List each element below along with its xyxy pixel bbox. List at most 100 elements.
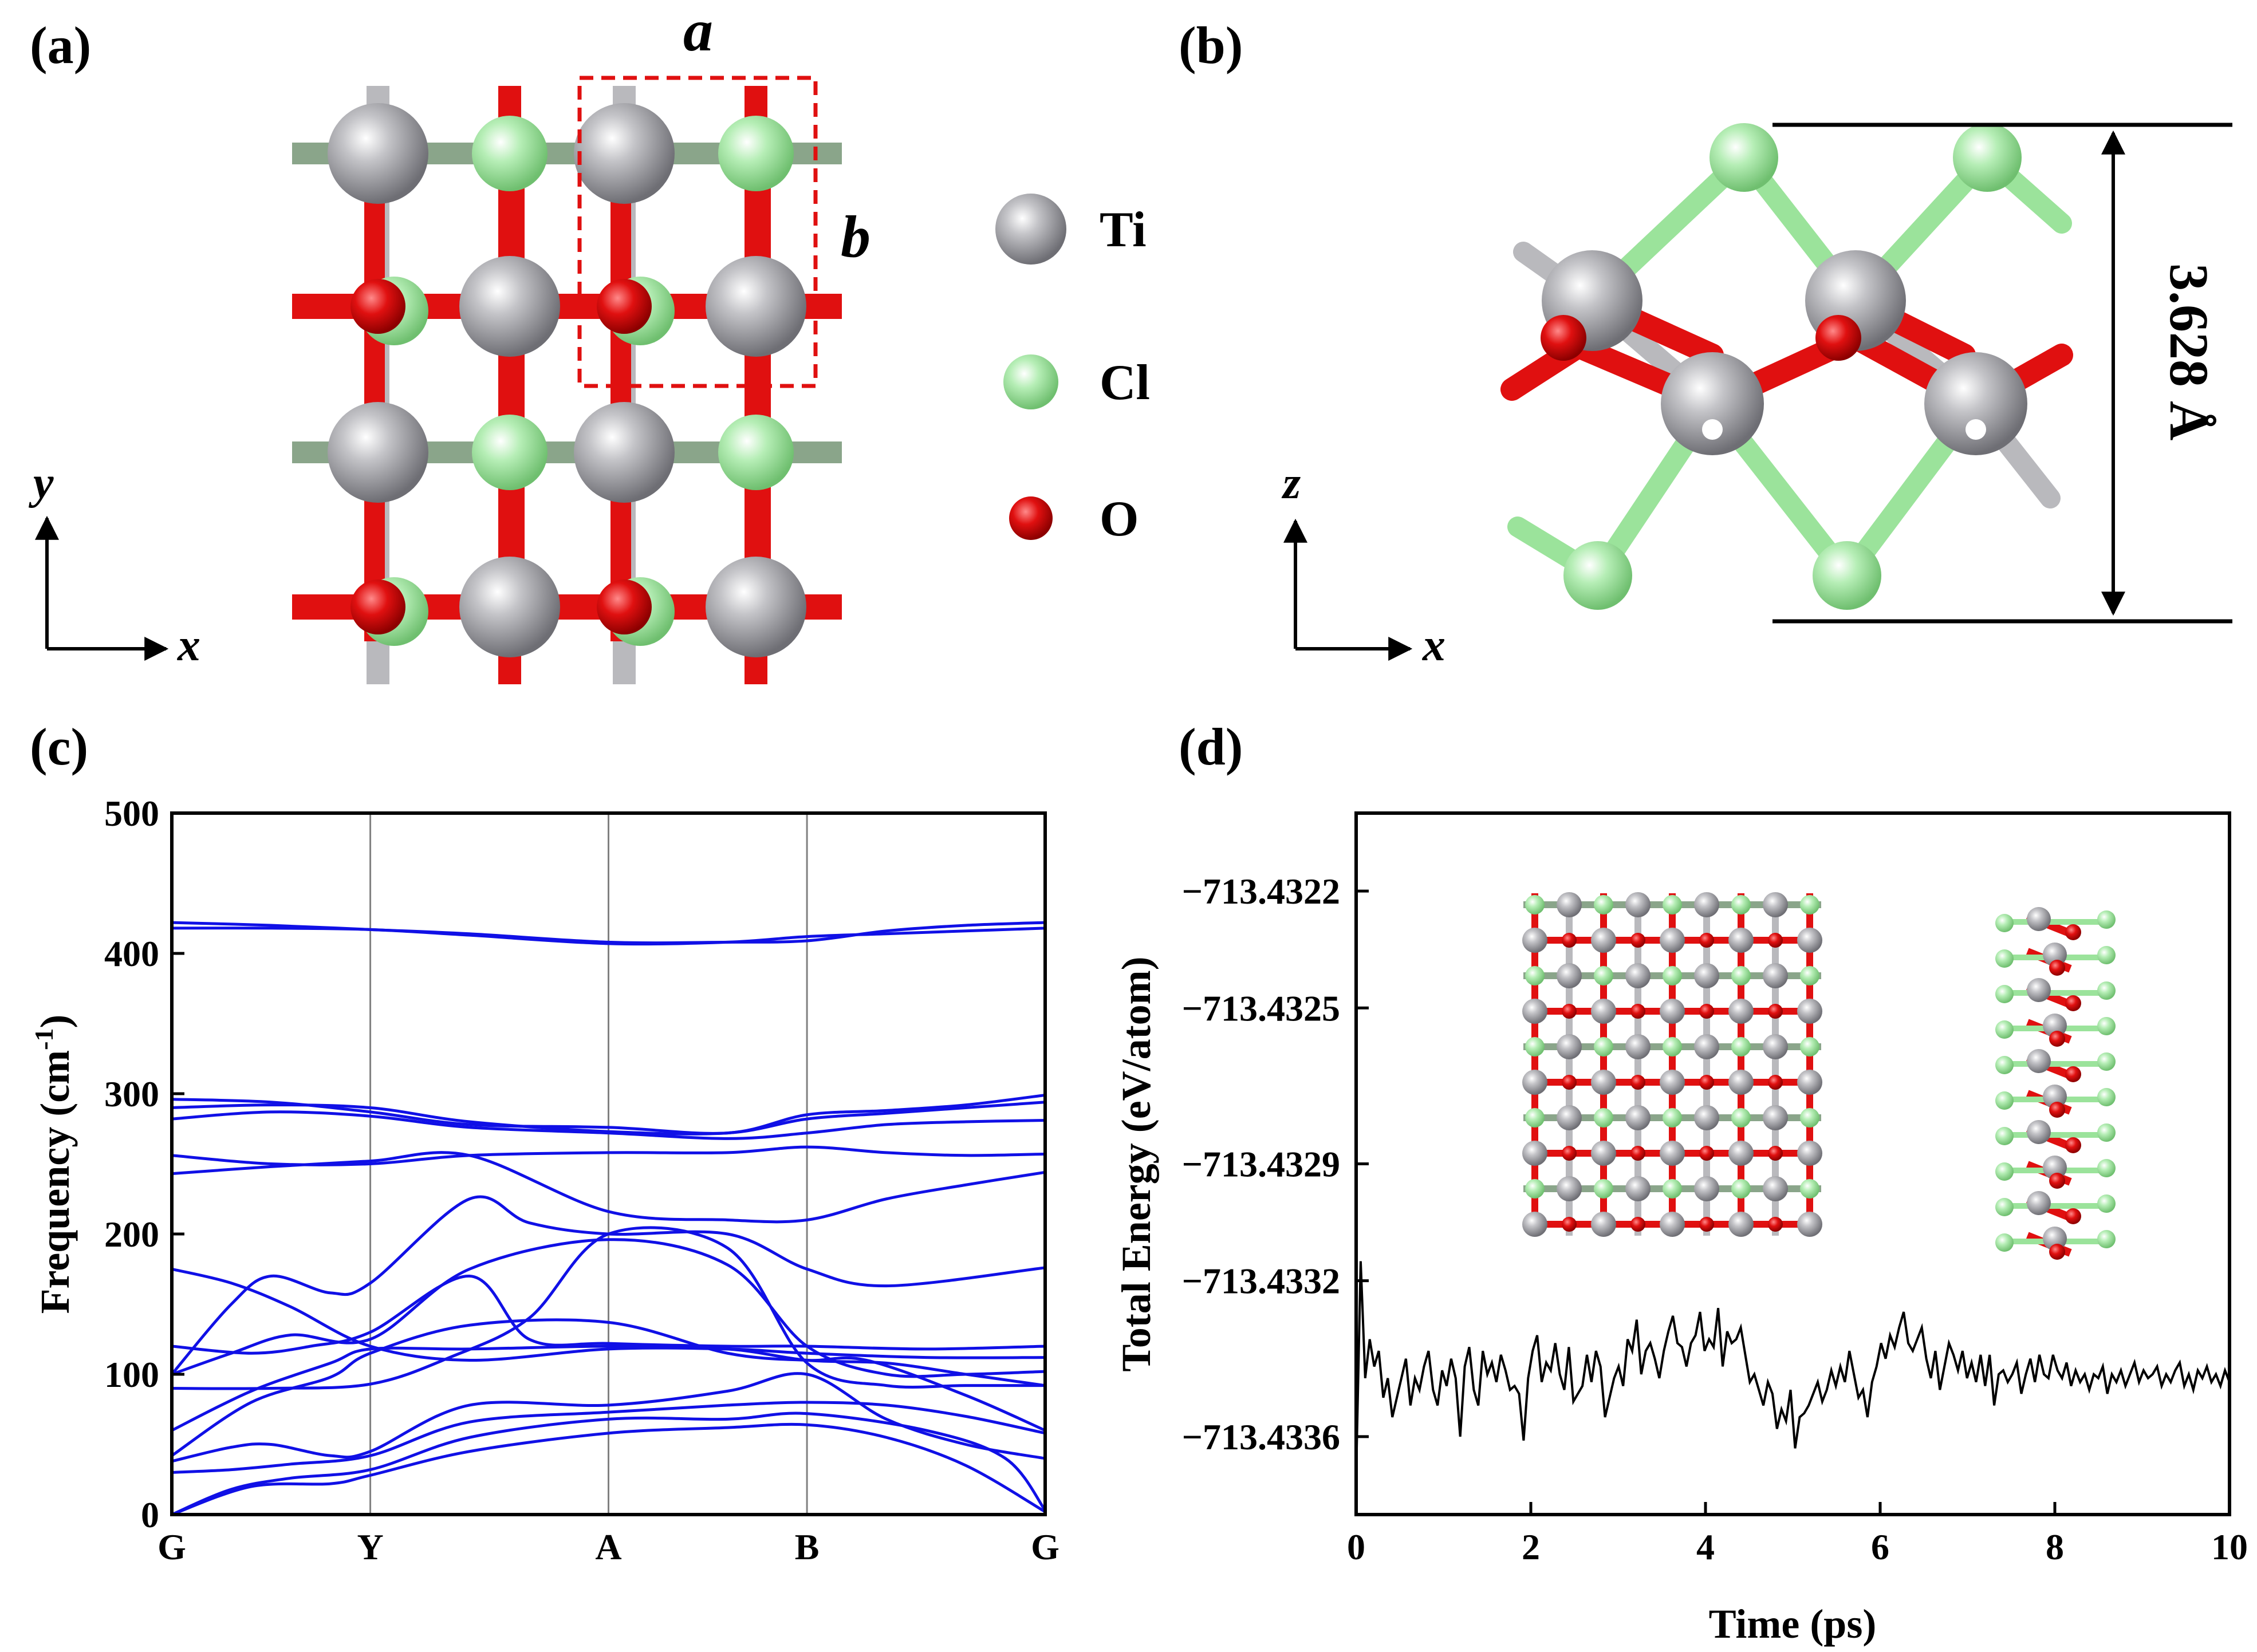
kpoint-label: G (157, 1527, 186, 1567)
axis-y-label: y (28, 458, 54, 508)
y-tick-label: 400 (104, 933, 159, 974)
inset-atom-o (1562, 1075, 1577, 1090)
inset-atom-ti (1797, 1141, 1822, 1166)
x-tick-label-d: 4 (1696, 1527, 1715, 1567)
panel-a-label: (a) (30, 16, 91, 74)
inset-atom-cl (1525, 1179, 1545, 1198)
inset-atom-o (2065, 1066, 2081, 1082)
inset-atom-ti (1660, 1070, 1685, 1095)
atom-ti (459, 256, 560, 357)
inset-atom-ti (1728, 1070, 1754, 1095)
inset-atom-o (1699, 1075, 1714, 1090)
inset-atom-cl (1663, 1108, 1682, 1127)
inset-atom-cl (1800, 1179, 1819, 1198)
inset-atom-ti (2027, 978, 2051, 1002)
inset-atom-cl (1663, 1037, 1682, 1056)
inset-atom-ti (1591, 1070, 1616, 1095)
thickness-label: 3.628 Å (2158, 263, 2220, 440)
inset-atom-ti (2043, 1156, 2067, 1180)
inset-atom-cl (1800, 966, 1819, 985)
y-axis-title-d: Total Energy (eV/atom) (1113, 956, 1159, 1371)
side-view-structure (1500, 123, 2073, 610)
inset-atom-cl (1995, 985, 2014, 1003)
phonon-band-b9 (172, 1274, 1045, 1355)
inset-atom-ti (1694, 963, 1719, 988)
inset-atom-cl (1995, 1233, 2014, 1252)
inset-atom-ti (1591, 999, 1616, 1024)
inset-atom-o (2049, 1244, 2065, 1260)
inset-atom-ti (2043, 1227, 2067, 1251)
atom-ti (1661, 352, 1764, 455)
inset-atom-o (1699, 1004, 1714, 1019)
kpoint-label: A (595, 1527, 621, 1567)
inset-atom-ti (1797, 1212, 1822, 1237)
x-axis-title-d: Time (ps) (1709, 1601, 1877, 1647)
y-axis-title: Frequency (cm-1) (29, 1015, 78, 1314)
y-axis-title-main: Frequency (cm (32, 1050, 78, 1314)
inset-atom-cl (2097, 1230, 2116, 1248)
inset-atom-ti (1557, 1034, 1582, 1059)
inset-atom-ti (1694, 1034, 1719, 1059)
inset-atom-cl (1731, 1179, 1751, 1198)
panel-b-label: (b) (1179, 16, 1243, 74)
axis-z-label: z (1281, 458, 1301, 508)
phonon-band-b16 (172, 1093, 1045, 1135)
inset-atom-cl (1525, 966, 1545, 985)
atom-o (597, 579, 652, 634)
inset-atom-o (1768, 1004, 1783, 1019)
inset-atom-ti (1728, 1212, 1754, 1237)
inset-atom-o (2049, 960, 2065, 976)
inset-atom-o (1768, 1075, 1783, 1090)
inset-atom-ti (1763, 1034, 1788, 1059)
inset-atom-ti (1557, 1105, 1582, 1130)
md-snapshot-insets (1522, 892, 2116, 1260)
inset-top-view (1522, 892, 1822, 1237)
inset-atom-cl (1731, 895, 1751, 914)
inset-atom-o (1630, 1146, 1645, 1161)
atom-cl (1953, 123, 2022, 192)
energy-trace (1356, 1261, 2230, 1476)
atom-cl (472, 415, 547, 490)
legend-cl-sphere (1003, 354, 1058, 409)
inset-atom-o (1562, 933, 1577, 948)
inset-atom-cl (1525, 895, 1545, 914)
atom-ti (574, 402, 675, 503)
y-tick-label-d: −713.4336 (1182, 1417, 1340, 1457)
inset-atom-ti (2043, 1014, 2067, 1038)
inset-atom-cl (1594, 895, 1613, 914)
phonon-band-b5 (172, 1318, 1045, 1457)
panel-c: (c) 0 100 200 300 400 500 G Y A B G Frequency (cm-… (29, 717, 1059, 1567)
legend-ti-sphere (995, 194, 1066, 265)
inset-atom-ti (1591, 1141, 1616, 1166)
atom-cl (718, 116, 794, 191)
inset-atom-cl (1800, 1037, 1819, 1056)
inset-atom-o (1630, 1217, 1645, 1232)
panel-d: (d) −713.4322 −713.4325 −713.4329 −713.4332… (1113, 717, 2248, 1647)
inset-atom-ti (2043, 943, 2067, 967)
inset-atom-ti (1557, 963, 1582, 988)
inset-atom-cl (1800, 1108, 1819, 1127)
phonon-band-b10 (172, 1267, 1045, 1362)
atom-cl (472, 116, 547, 191)
y-axis-title-sup: -1 (29, 1028, 58, 1050)
inset-atom-cl (1995, 1127, 2014, 1145)
inset-atom-cl (2097, 1159, 2116, 1177)
atom-ti (706, 557, 806, 657)
atom-o (1541, 315, 1586, 361)
atom-cl (1813, 541, 1881, 610)
inset-atom-ti (1625, 963, 1651, 988)
inset-atom-ti (1797, 1070, 1822, 1095)
phonon-band-b2 (172, 1412, 1045, 1515)
atom-ti (1924, 352, 2027, 455)
inset-atom-ti (1694, 1176, 1719, 1201)
inset-atom-cl (1800, 895, 1819, 914)
y-tick-label-d: −713.4322 (1182, 871, 1340, 912)
inset-atom-cl (1663, 1179, 1682, 1198)
inset-atom-ti (1694, 1105, 1719, 1130)
x-tick-label-d: 10 (2211, 1527, 2248, 1567)
inset-atom-cl (1731, 1108, 1751, 1127)
inset-atom-ti (1591, 928, 1616, 953)
y-tick-label: 0 (141, 1495, 159, 1535)
inset-atom-ti (1694, 892, 1719, 917)
